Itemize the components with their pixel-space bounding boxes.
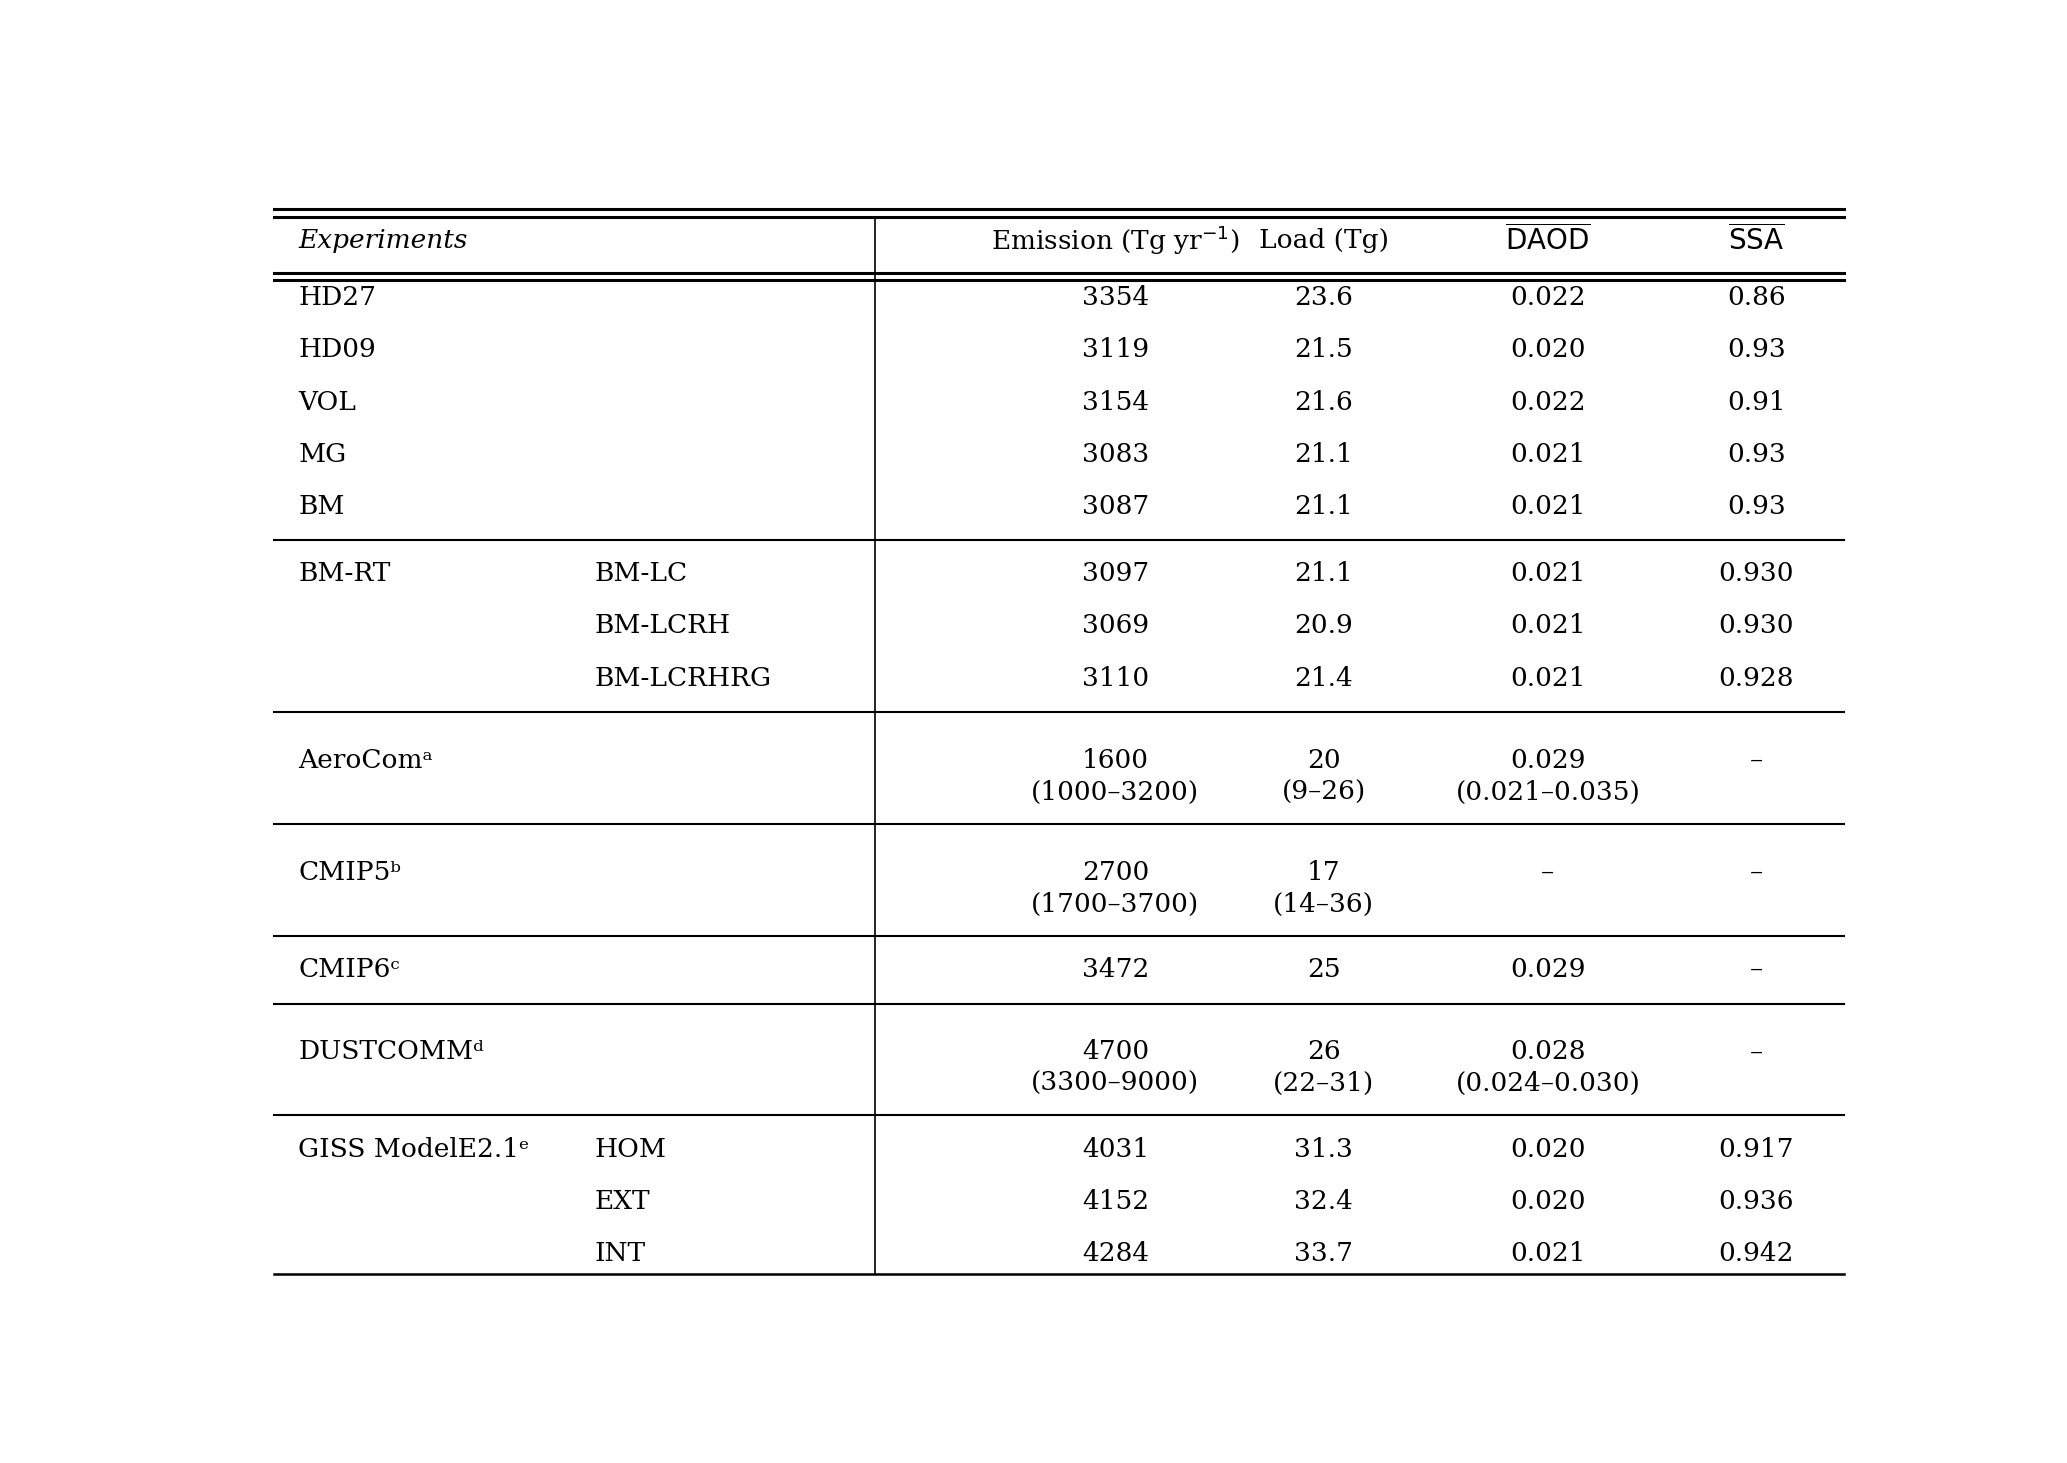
Text: 0.021: 0.021 <box>1511 442 1585 467</box>
Text: 21.4: 21.4 <box>1294 666 1354 691</box>
Text: 21.1: 21.1 <box>1294 562 1354 587</box>
Text: 0.028: 0.028 <box>1511 1039 1585 1064</box>
Text: 21.1: 21.1 <box>1294 442 1354 467</box>
Text: HD27: HD27 <box>298 285 376 310</box>
Text: 3472: 3472 <box>1081 957 1149 982</box>
Text: 1600: 1600 <box>1081 748 1149 772</box>
Text: Experiments: Experiments <box>298 228 467 253</box>
Text: 0.930: 0.930 <box>1718 562 1794 587</box>
Text: $\overline{\mathrm{SSA}}$: $\overline{\mathrm{SSA}}$ <box>1728 225 1784 256</box>
Text: 0.021: 0.021 <box>1511 613 1585 638</box>
Text: (3300–9000): (3300–9000) <box>1031 1071 1199 1096</box>
Text: 3119: 3119 <box>1081 338 1149 363</box>
Text: 21.1: 21.1 <box>1294 493 1354 519</box>
Text: 4284: 4284 <box>1081 1241 1149 1265</box>
Text: Emission (Tg yr$^{-1}$): Emission (Tg yr$^{-1}$) <box>990 224 1240 257</box>
Text: 0.942: 0.942 <box>1718 1241 1794 1265</box>
Text: –: – <box>1749 860 1763 885</box>
Text: MG: MG <box>298 442 347 467</box>
Text: VOL: VOL <box>298 389 356 414</box>
Text: 0.930: 0.930 <box>1718 613 1794 638</box>
Text: (0.021–0.035): (0.021–0.035) <box>1455 780 1641 805</box>
Text: –: – <box>1749 957 1763 982</box>
Text: BM: BM <box>298 493 345 519</box>
Text: 4700: 4700 <box>1081 1039 1149 1064</box>
Text: INT: INT <box>595 1241 645 1265</box>
Text: 21.6: 21.6 <box>1294 389 1354 414</box>
Text: 0.917: 0.917 <box>1718 1137 1794 1162</box>
Text: 3097: 3097 <box>1081 562 1149 587</box>
Text: 0.029: 0.029 <box>1511 957 1585 982</box>
Text: EXT: EXT <box>595 1189 651 1214</box>
Text: 0.020: 0.020 <box>1511 1189 1585 1214</box>
Text: 33.7: 33.7 <box>1294 1241 1354 1265</box>
Text: 4152: 4152 <box>1081 1189 1149 1214</box>
Text: HD09: HD09 <box>298 338 376 363</box>
Text: BM-RT: BM-RT <box>298 562 391 587</box>
Text: 25: 25 <box>1306 957 1341 982</box>
Text: 3110: 3110 <box>1081 666 1149 691</box>
Text: BM-LCRHRG: BM-LCRHRG <box>595 666 771 691</box>
Text: 3154: 3154 <box>1081 389 1149 414</box>
Text: 0.86: 0.86 <box>1726 285 1786 310</box>
Text: 0.928: 0.928 <box>1718 666 1794 691</box>
Text: 21.5: 21.5 <box>1294 338 1354 363</box>
Text: 2700: 2700 <box>1081 860 1149 885</box>
Text: GISS ModelE2.1ᵉ: GISS ModelE2.1ᵉ <box>298 1137 529 1162</box>
Text: 20: 20 <box>1306 748 1341 772</box>
Text: 0.020: 0.020 <box>1511 1137 1585 1162</box>
Text: $\overline{\mathrm{DAOD}}$: $\overline{\mathrm{DAOD}}$ <box>1505 225 1592 256</box>
Text: 17: 17 <box>1306 860 1341 885</box>
Text: 0.020: 0.020 <box>1511 338 1585 363</box>
Text: 0.021: 0.021 <box>1511 562 1585 587</box>
Text: –: – <box>1749 748 1763 772</box>
Text: 3069: 3069 <box>1081 613 1149 638</box>
Text: 0.93: 0.93 <box>1726 338 1786 363</box>
Text: CMIP6ᶜ: CMIP6ᶜ <box>298 957 401 982</box>
Text: 0.936: 0.936 <box>1718 1189 1794 1214</box>
Text: (9–26): (9–26) <box>1282 780 1366 805</box>
Text: 4031: 4031 <box>1081 1137 1149 1162</box>
Text: Load (Tg): Load (Tg) <box>1259 228 1389 253</box>
Text: 0.022: 0.022 <box>1511 285 1585 310</box>
Text: BM-LCRH: BM-LCRH <box>595 613 732 638</box>
Text: 0.93: 0.93 <box>1726 493 1786 519</box>
Text: –: – <box>1749 1039 1763 1064</box>
Text: (14–36): (14–36) <box>1273 891 1375 916</box>
Text: 0.91: 0.91 <box>1726 389 1786 414</box>
Text: 20.9: 20.9 <box>1294 613 1354 638</box>
Text: (22–31): (22–31) <box>1273 1071 1375 1096</box>
Text: 3083: 3083 <box>1081 442 1149 467</box>
Text: 0.93: 0.93 <box>1726 442 1786 467</box>
Text: 0.029: 0.029 <box>1511 748 1585 772</box>
Text: 0.021: 0.021 <box>1511 666 1585 691</box>
Text: 3354: 3354 <box>1081 285 1149 310</box>
Text: 26: 26 <box>1306 1039 1341 1064</box>
Text: 0.022: 0.022 <box>1511 389 1585 414</box>
Text: 3087: 3087 <box>1081 493 1149 519</box>
Text: (1700–3700): (1700–3700) <box>1031 891 1199 916</box>
Text: CMIP5ᵇ: CMIP5ᵇ <box>298 860 401 885</box>
Text: HOM: HOM <box>595 1137 668 1162</box>
Text: (1000–3200): (1000–3200) <box>1031 780 1199 805</box>
Text: DUSTCOMMᵈ: DUSTCOMMᵈ <box>298 1039 484 1064</box>
Text: 23.6: 23.6 <box>1294 285 1354 310</box>
Text: AeroComᵃ: AeroComᵃ <box>298 748 434 772</box>
Text: BM-LC: BM-LC <box>595 562 688 587</box>
Text: 31.3: 31.3 <box>1294 1137 1354 1162</box>
Text: –: – <box>1542 860 1554 885</box>
Text: 0.021: 0.021 <box>1511 1241 1585 1265</box>
Text: 32.4: 32.4 <box>1294 1189 1354 1214</box>
Text: (0.024–0.030): (0.024–0.030) <box>1455 1071 1641 1096</box>
Text: 0.021: 0.021 <box>1511 493 1585 519</box>
